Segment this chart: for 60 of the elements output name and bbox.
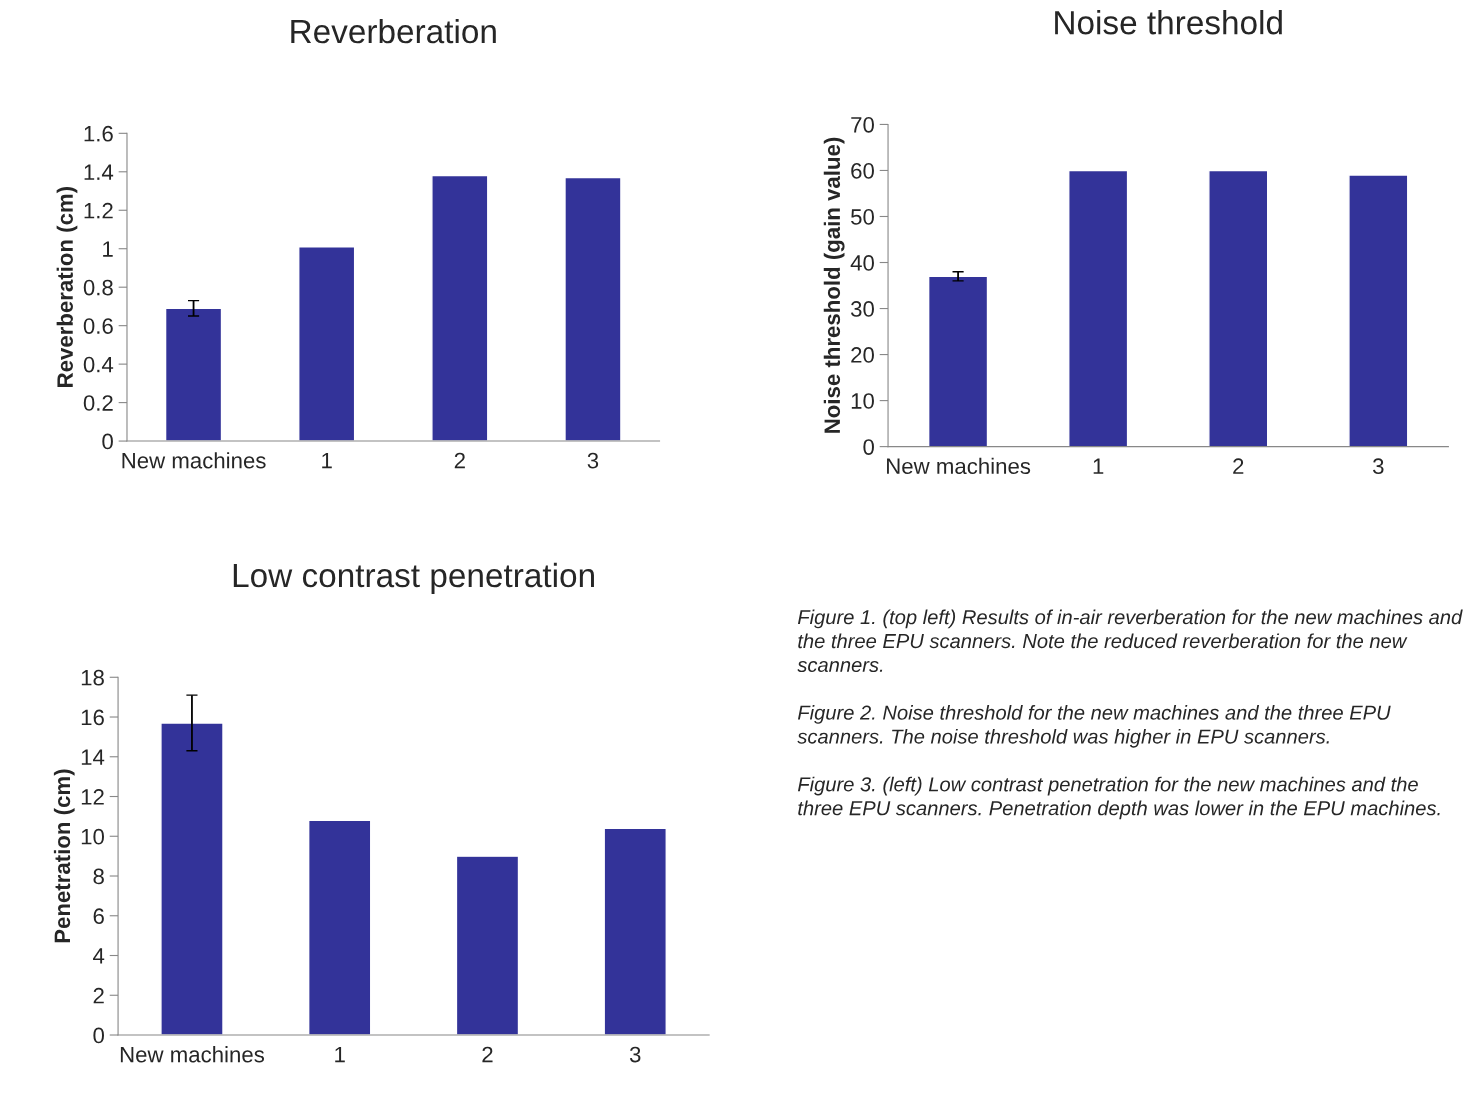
y-tick-label: 30: [850, 301, 874, 317]
bar: [298, 246, 356, 442]
y-tick-label: 60: [851, 162, 874, 179]
x-tick-label: 1: [322, 452, 332, 469]
x-tick-label: 2: [454, 452, 465, 469]
x-tick-label: 3: [629, 1046, 641, 1063]
y-tick-label: 18: [81, 669, 104, 686]
y-tick-label: 1.6: [84, 125, 113, 142]
y-tick-label: 0.8: [83, 279, 113, 296]
y-axis-title: Noise threshold (gain value): [823, 137, 845, 433]
chart-title: Reverberation: [291, 18, 496, 44]
x-tick-label: 3: [587, 452, 599, 469]
bar: [160, 722, 224, 1036]
bar: [431, 174, 489, 442]
y-tick-label: 0.4: [83, 356, 114, 373]
y-axis-title: Reverberation (cm): [56, 187, 78, 387]
y-tick-label: 10: [81, 828, 104, 845]
y-tick-label: 14: [81, 749, 105, 765]
bar: [1208, 169, 1269, 447]
y-tick-label: 20: [851, 347, 874, 363]
y-tick-label: 0: [863, 439, 874, 455]
y-tick-label: 6: [93, 908, 104, 925]
chart-title: Low contrast penetration: [233, 562, 594, 594]
bar: [603, 827, 667, 1036]
x-tick-label: 1: [1093, 458, 1104, 474]
y-tick-label: 8: [93, 868, 104, 885]
y-tick-label: 4: [93, 948, 105, 964]
caption: Figure 1. (top left) Results of in-air reverberation for the new machines and the three EPU scanners. Note the reduced reverberation for the new scanners.: [797, 609, 1463, 673]
y-tick-label: 2: [93, 987, 104, 1004]
y-tick-label: 1.4: [84, 164, 114, 180]
y-tick-label: 16: [81, 709, 104, 726]
y-tick-label: 1.2: [84, 202, 113, 219]
bar: [164, 307, 223, 442]
bar: [564, 176, 622, 442]
bar: [927, 275, 989, 447]
y-tick-label: 0.6: [83, 318, 113, 334]
x-tick-label: New machines: [887, 457, 1031, 475]
bar: [455, 855, 520, 1036]
chart-title: Noise threshold: [1055, 10, 1282, 35]
x-tick-label: 2: [482, 1046, 493, 1063]
x-tick-label: 3: [1373, 458, 1384, 475]
y-tick-label: 0: [102, 433, 113, 450]
caption: Figure 3. (left) Low contrast penetration for the new machines and the three EPU scanners. Penetration depth was lower in the EPU machines.: [797, 776, 1440, 820]
y-axis-title: Penetration (cm): [53, 769, 75, 943]
caption: Figure 2. Noise threshold for the new machines and the three EPU scanners. The noise threshold was higher in EPU scanners.: [797, 705, 1391, 748]
y-tick-label: 1: [103, 241, 113, 257]
y-tick-label: 10: [851, 393, 874, 409]
y-tick-label: 70: [851, 116, 874, 133]
y-tick-label: 40: [850, 255, 874, 271]
bar: [1348, 174, 1409, 447]
x-tick-label: 1: [335, 1046, 345, 1063]
x-tick-label: New machines: [120, 1046, 265, 1063]
bar: [1068, 169, 1129, 447]
y-tick-label: 12: [81, 789, 104, 805]
x-tick-label: New machines: [122, 452, 266, 469]
y-tick-label: 0.2: [83, 395, 113, 411]
y-tick-label: 50: [851, 209, 874, 225]
y-tick-label: 0: [93, 1027, 104, 1044]
bar: [307, 819, 372, 1036]
x-tick-label: 2: [1233, 458, 1244, 474]
